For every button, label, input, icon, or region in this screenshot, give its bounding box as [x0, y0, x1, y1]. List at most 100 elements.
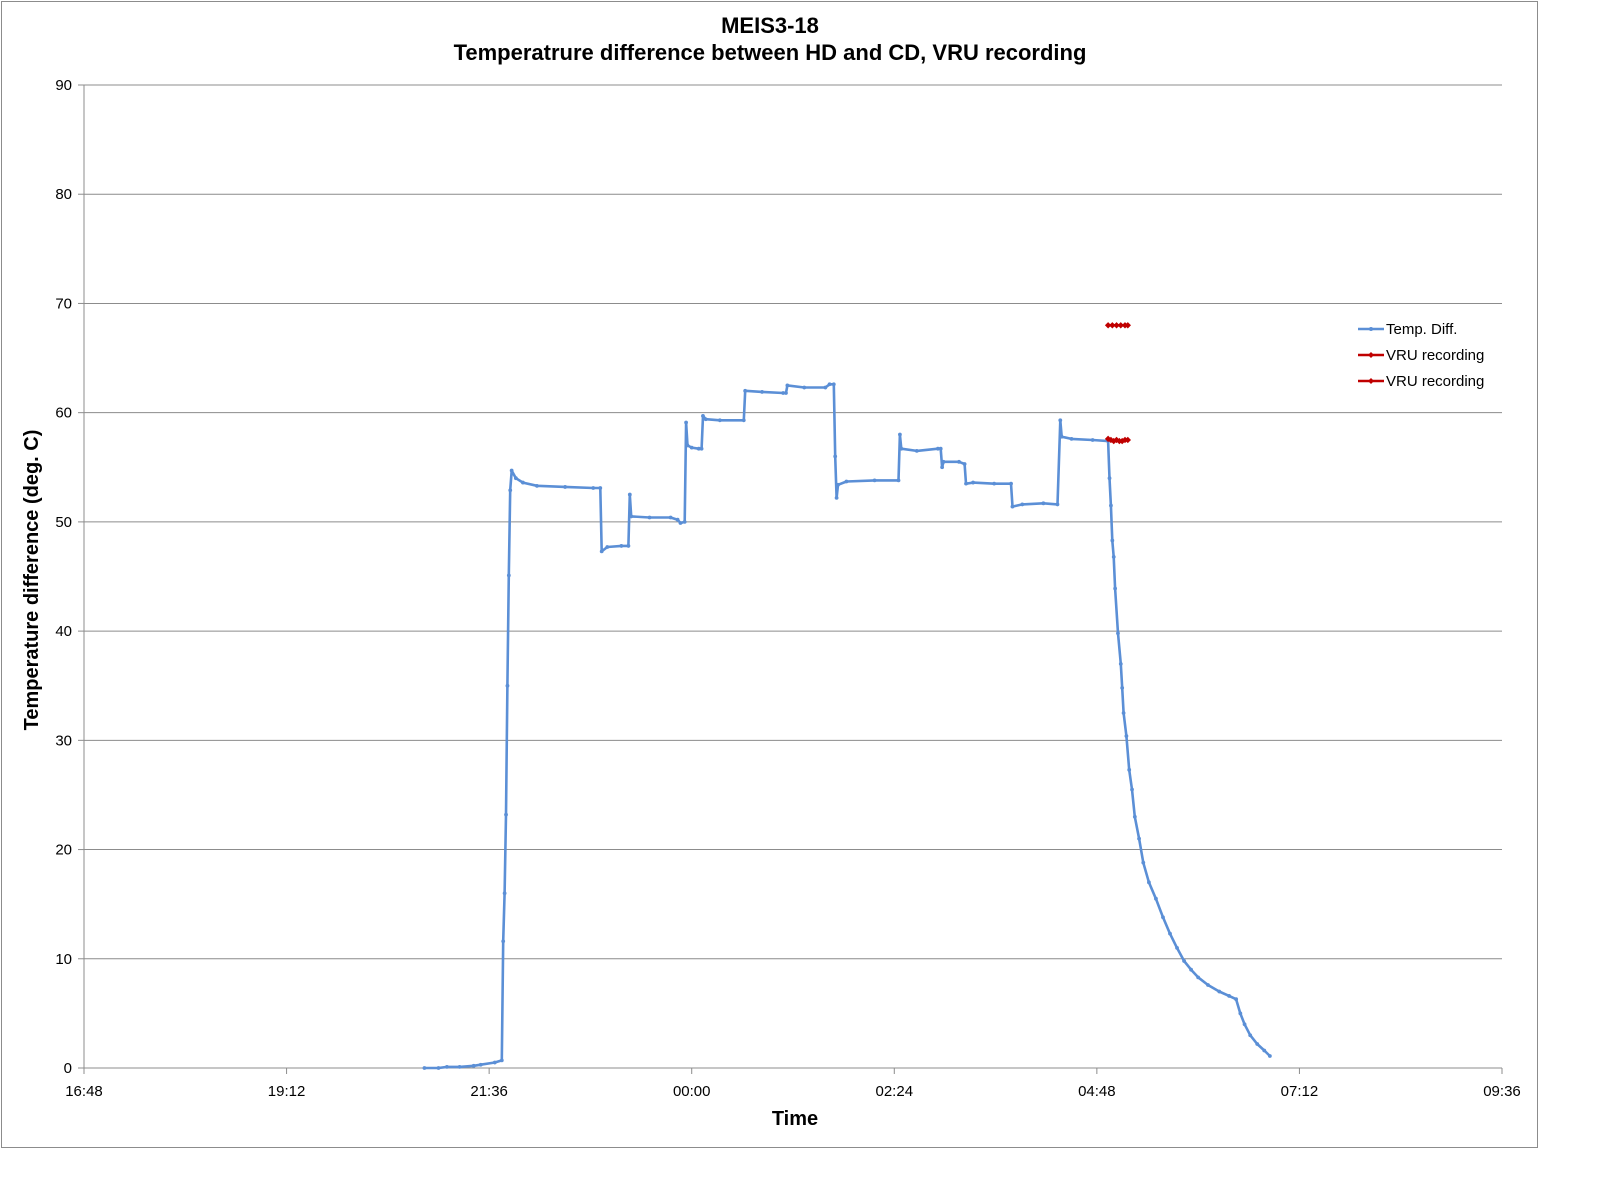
- data-point: [1217, 989, 1222, 994]
- data-point: [1109, 503, 1113, 508]
- data-point: [1069, 436, 1074, 441]
- data-point: [785, 383, 790, 388]
- data-point: [1058, 418, 1063, 423]
- data-point: [1234, 997, 1239, 1002]
- data-point: [506, 573, 511, 578]
- data-point: [836, 482, 840, 487]
- data-point: [1113, 586, 1118, 591]
- x-tick-label: 02:24: [876, 1083, 914, 1100]
- data-point: [717, 418, 722, 423]
- data-point: [501, 939, 506, 944]
- data-point: [833, 454, 838, 459]
- data-point: [1255, 1042, 1260, 1046]
- data-point: [508, 488, 513, 493]
- data-point: [1010, 504, 1015, 509]
- data-point: [682, 519, 687, 524]
- data-point: [827, 382, 832, 387]
- data-point: [1120, 686, 1125, 690]
- x-tick-label: 16:48: [65, 1083, 103, 1100]
- data-point: [689, 445, 694, 450]
- data-point: [1104, 322, 1112, 329]
- x-tick-label: 19:12: [268, 1083, 306, 1100]
- data-point: [445, 1065, 449, 1069]
- data-point: [619, 544, 624, 548]
- data-point: [701, 414, 705, 418]
- data-point: [422, 1066, 427, 1070]
- legend-label: VRU recording: [1386, 373, 1484, 390]
- data-point: [605, 545, 610, 549]
- data-point: [696, 446, 701, 451]
- data-point: [1055, 502, 1060, 507]
- data-point: [1107, 436, 1115, 444]
- data-point: [938, 446, 943, 451]
- data-point: [1117, 322, 1124, 329]
- data-point: [1124, 436, 1132, 444]
- data-point: [668, 515, 673, 520]
- data-point: [563, 485, 568, 489]
- data-point: [599, 549, 604, 554]
- legend-marker-2: [1368, 378, 1374, 384]
- data-point: [802, 385, 807, 390]
- data-point: [741, 418, 746, 423]
- data-point: [703, 417, 708, 422]
- y-tick-label: 50: [55, 514, 72, 531]
- data-point: [1168, 931, 1172, 936]
- data-point: [872, 478, 877, 483]
- data-point: [1161, 915, 1165, 920]
- data-point: [1121, 711, 1126, 715]
- legend-label: VRU recording: [1386, 347, 1484, 364]
- series-2: [1104, 322, 1132, 329]
- series-line-0: [424, 382, 1271, 1070]
- x-tick-label: 00:00: [673, 1083, 711, 1100]
- data-point: [457, 1065, 462, 1069]
- data-point: [1130, 787, 1134, 792]
- x-tick-label: 09:36: [1483, 1083, 1521, 1100]
- y-tick-label: 10: [55, 951, 72, 968]
- data-point: [1262, 1048, 1267, 1053]
- data-point: [1248, 1033, 1253, 1038]
- data-point: [1206, 983, 1210, 987]
- y-tick-label: 0: [64, 1060, 72, 1077]
- data-point: [1267, 1054, 1272, 1058]
- data-point: [1124, 734, 1129, 738]
- data-point: [899, 446, 904, 451]
- y-axis-title: Temperature difference (deg. C): [21, 430, 43, 731]
- chart-subtitle: Temperatrure difference between HD and C…: [454, 40, 1087, 65]
- data-point: [1132, 814, 1137, 819]
- data-point: [743, 388, 748, 393]
- data-point: [1242, 1022, 1247, 1027]
- data-point: [1124, 322, 1132, 329]
- data-point: [1104, 435, 1112, 443]
- data-point: [1110, 538, 1115, 543]
- y-tick-label: 60: [55, 405, 72, 422]
- data-point: [1111, 554, 1116, 559]
- data-point: [521, 480, 525, 485]
- data-point: [844, 479, 849, 484]
- x-tick-label: 07:12: [1281, 1083, 1319, 1100]
- data-point: [1041, 501, 1046, 506]
- data-point: [964, 481, 968, 486]
- legend-label: Temp. Diff.: [1386, 321, 1457, 338]
- chart-title: MEIS3-18: [721, 13, 819, 38]
- y-tick-label: 70: [55, 295, 72, 312]
- data-point: [971, 480, 975, 485]
- data-point: [1154, 896, 1158, 901]
- y-tick-label: 20: [55, 842, 72, 859]
- data-point: [678, 521, 683, 525]
- data-point: [647, 515, 652, 520]
- data-point: [598, 486, 603, 490]
- data-point: [535, 483, 539, 488]
- data-point: [962, 462, 967, 466]
- data-point: [675, 517, 680, 522]
- data-point: [914, 448, 919, 453]
- x-axis-title: Time: [772, 1108, 818, 1130]
- data-point: [1238, 1011, 1243, 1016]
- data-point: [513, 476, 518, 481]
- data-point: [1090, 438, 1095, 442]
- data-point: [1189, 967, 1194, 972]
- y-tick-label: 80: [55, 186, 72, 203]
- data-point: [1118, 661, 1123, 666]
- data-point: [1196, 975, 1201, 980]
- data-point: [935, 446, 940, 451]
